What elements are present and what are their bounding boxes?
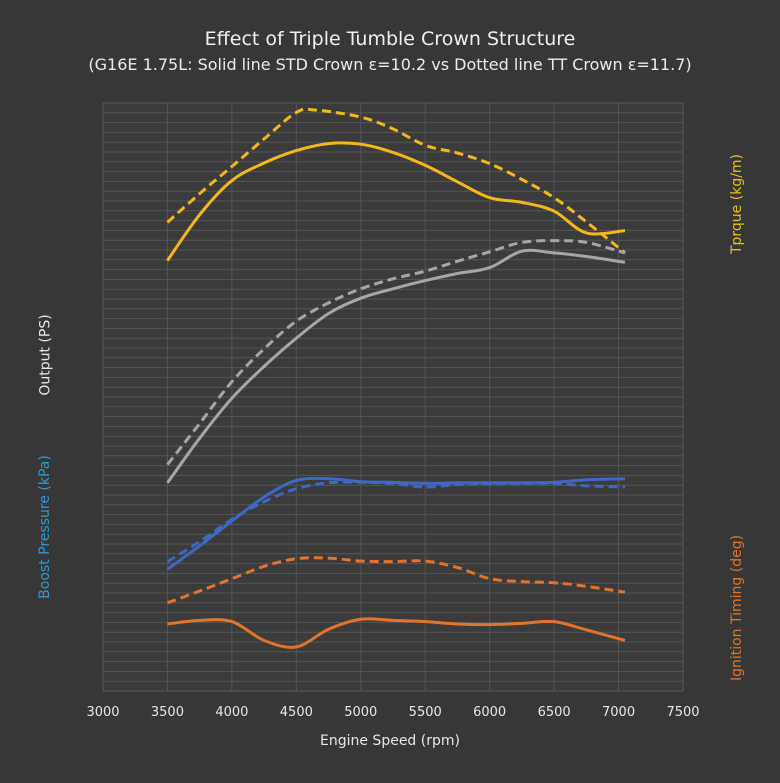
boost-axis-label: Boost Pressure (kPa) bbox=[36, 455, 53, 599]
series-line-ignition-tt bbox=[166, 556, 626, 605]
series-line-output-tt bbox=[166, 239, 626, 466]
torque-axis-label: Tprque (kg/m) bbox=[729, 153, 746, 255]
x-tick-label: 4000 bbox=[215, 705, 248, 720]
x-tick-label: 6500 bbox=[538, 705, 571, 720]
output-axis-label: Output (PS) bbox=[37, 314, 54, 396]
x-tick-label: 3500 bbox=[151, 705, 184, 720]
x-tick-label: 7500 bbox=[666, 705, 699, 720]
gridlines bbox=[103, 103, 683, 691]
series-line-torque-tt bbox=[166, 107, 626, 255]
chart-title: Effect of Triple Tumble Crown Structure bbox=[204, 28, 576, 50]
series-lines bbox=[166, 107, 626, 649]
x-axis-label: Engine Speed (rpm) bbox=[320, 733, 460, 749]
ignition-axis-label: Ignition Timing (deg) bbox=[729, 534, 746, 682]
series-line-torque-std bbox=[166, 141, 626, 262]
series-line-ignition-std bbox=[167, 617, 626, 649]
x-tick-label: 4500 bbox=[280, 705, 313, 720]
x-tick-label: 5000 bbox=[344, 705, 377, 720]
chart-subtitle: (G16E 1.75L: Solid line STD Crown ε=10.2… bbox=[88, 55, 692, 74]
x-tick-label: 3000 bbox=[86, 705, 119, 720]
x-tick-label: 5500 bbox=[409, 705, 442, 720]
series-line-output-std bbox=[166, 248, 626, 484]
x-tick-labels: 3000 3500 4000 4500 5000 5500 6000 6500 7000 7500 bbox=[86, 705, 699, 720]
series-line-boost-tt bbox=[166, 480, 626, 563]
x-tick-label: 6000 bbox=[473, 705, 506, 720]
x-tick-label: 7000 bbox=[602, 705, 635, 720]
